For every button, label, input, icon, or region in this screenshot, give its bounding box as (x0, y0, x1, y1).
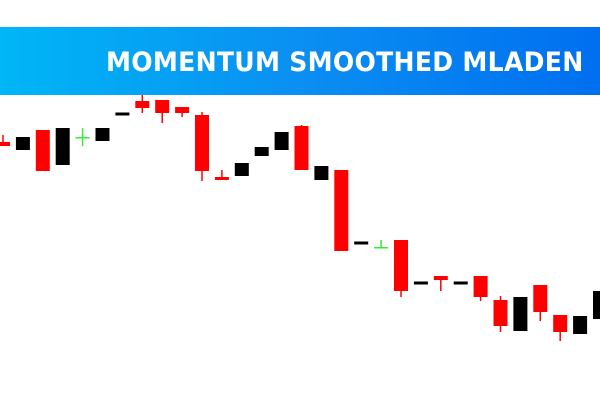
candle (274, 132, 289, 150)
candle-body (334, 170, 349, 251)
candle-body (593, 291, 600, 319)
candle (294, 125, 309, 170)
candle-body (433, 276, 448, 280)
candle (433, 276, 448, 291)
candle-body (394, 240, 408, 291)
candle (55, 128, 70, 165)
candle (593, 291, 600, 319)
candle (573, 316, 588, 334)
candle-body (274, 132, 289, 150)
candle (214, 170, 229, 180)
candle (0, 135, 10, 146)
candle (95, 128, 110, 141)
candle (394, 240, 408, 297)
chart-title: MOMENTUM SMOOTHED MLADEN (106, 47, 584, 78)
candle-body (314, 166, 329, 180)
candle (553, 315, 568, 341)
candle-body (254, 147, 269, 156)
candle-body (175, 107, 190, 113)
candle-body (115, 112, 130, 116)
candle-body (214, 177, 229, 180)
candle (493, 296, 508, 332)
candle-body (453, 281, 468, 285)
candle-body (35, 130, 50, 171)
candle (15, 137, 30, 150)
candle-body (413, 281, 428, 285)
candle (354, 241, 369, 245)
candle-body (234, 163, 249, 176)
candle-body (553, 315, 568, 332)
candle (374, 240, 389, 249)
title-banner (0, 27, 600, 95)
candle-body (294, 126, 309, 170)
candle-body (135, 101, 150, 108)
candle-body (573, 316, 588, 334)
candle (254, 147, 269, 156)
candle (115, 112, 130, 116)
candle (234, 163, 249, 176)
candle-body (15, 137, 30, 150)
candle (155, 100, 170, 123)
candle-body (0, 142, 10, 146)
candle-body (55, 128, 70, 165)
candle (453, 281, 468, 285)
candle-body (473, 276, 488, 297)
candle-body (95, 128, 110, 141)
candle-body (155, 100, 170, 113)
candle-body (513, 297, 528, 331)
candle (314, 166, 329, 180)
candle (513, 297, 528, 331)
candle (533, 285, 548, 321)
candle-body (493, 300, 508, 326)
candle-body (195, 115, 209, 171)
candle (75, 128, 90, 146)
candle (175, 107, 190, 117)
candle (135, 95, 150, 113)
candle-body (75, 137, 90, 139)
candle (413, 281, 428, 285)
candle-body (354, 241, 369, 245)
candle (334, 170, 349, 251)
candle-body (533, 285, 548, 312)
candle (195, 112, 209, 181)
candle (35, 130, 50, 171)
candle-body (374, 247, 389, 249)
candle (473, 276, 488, 301)
